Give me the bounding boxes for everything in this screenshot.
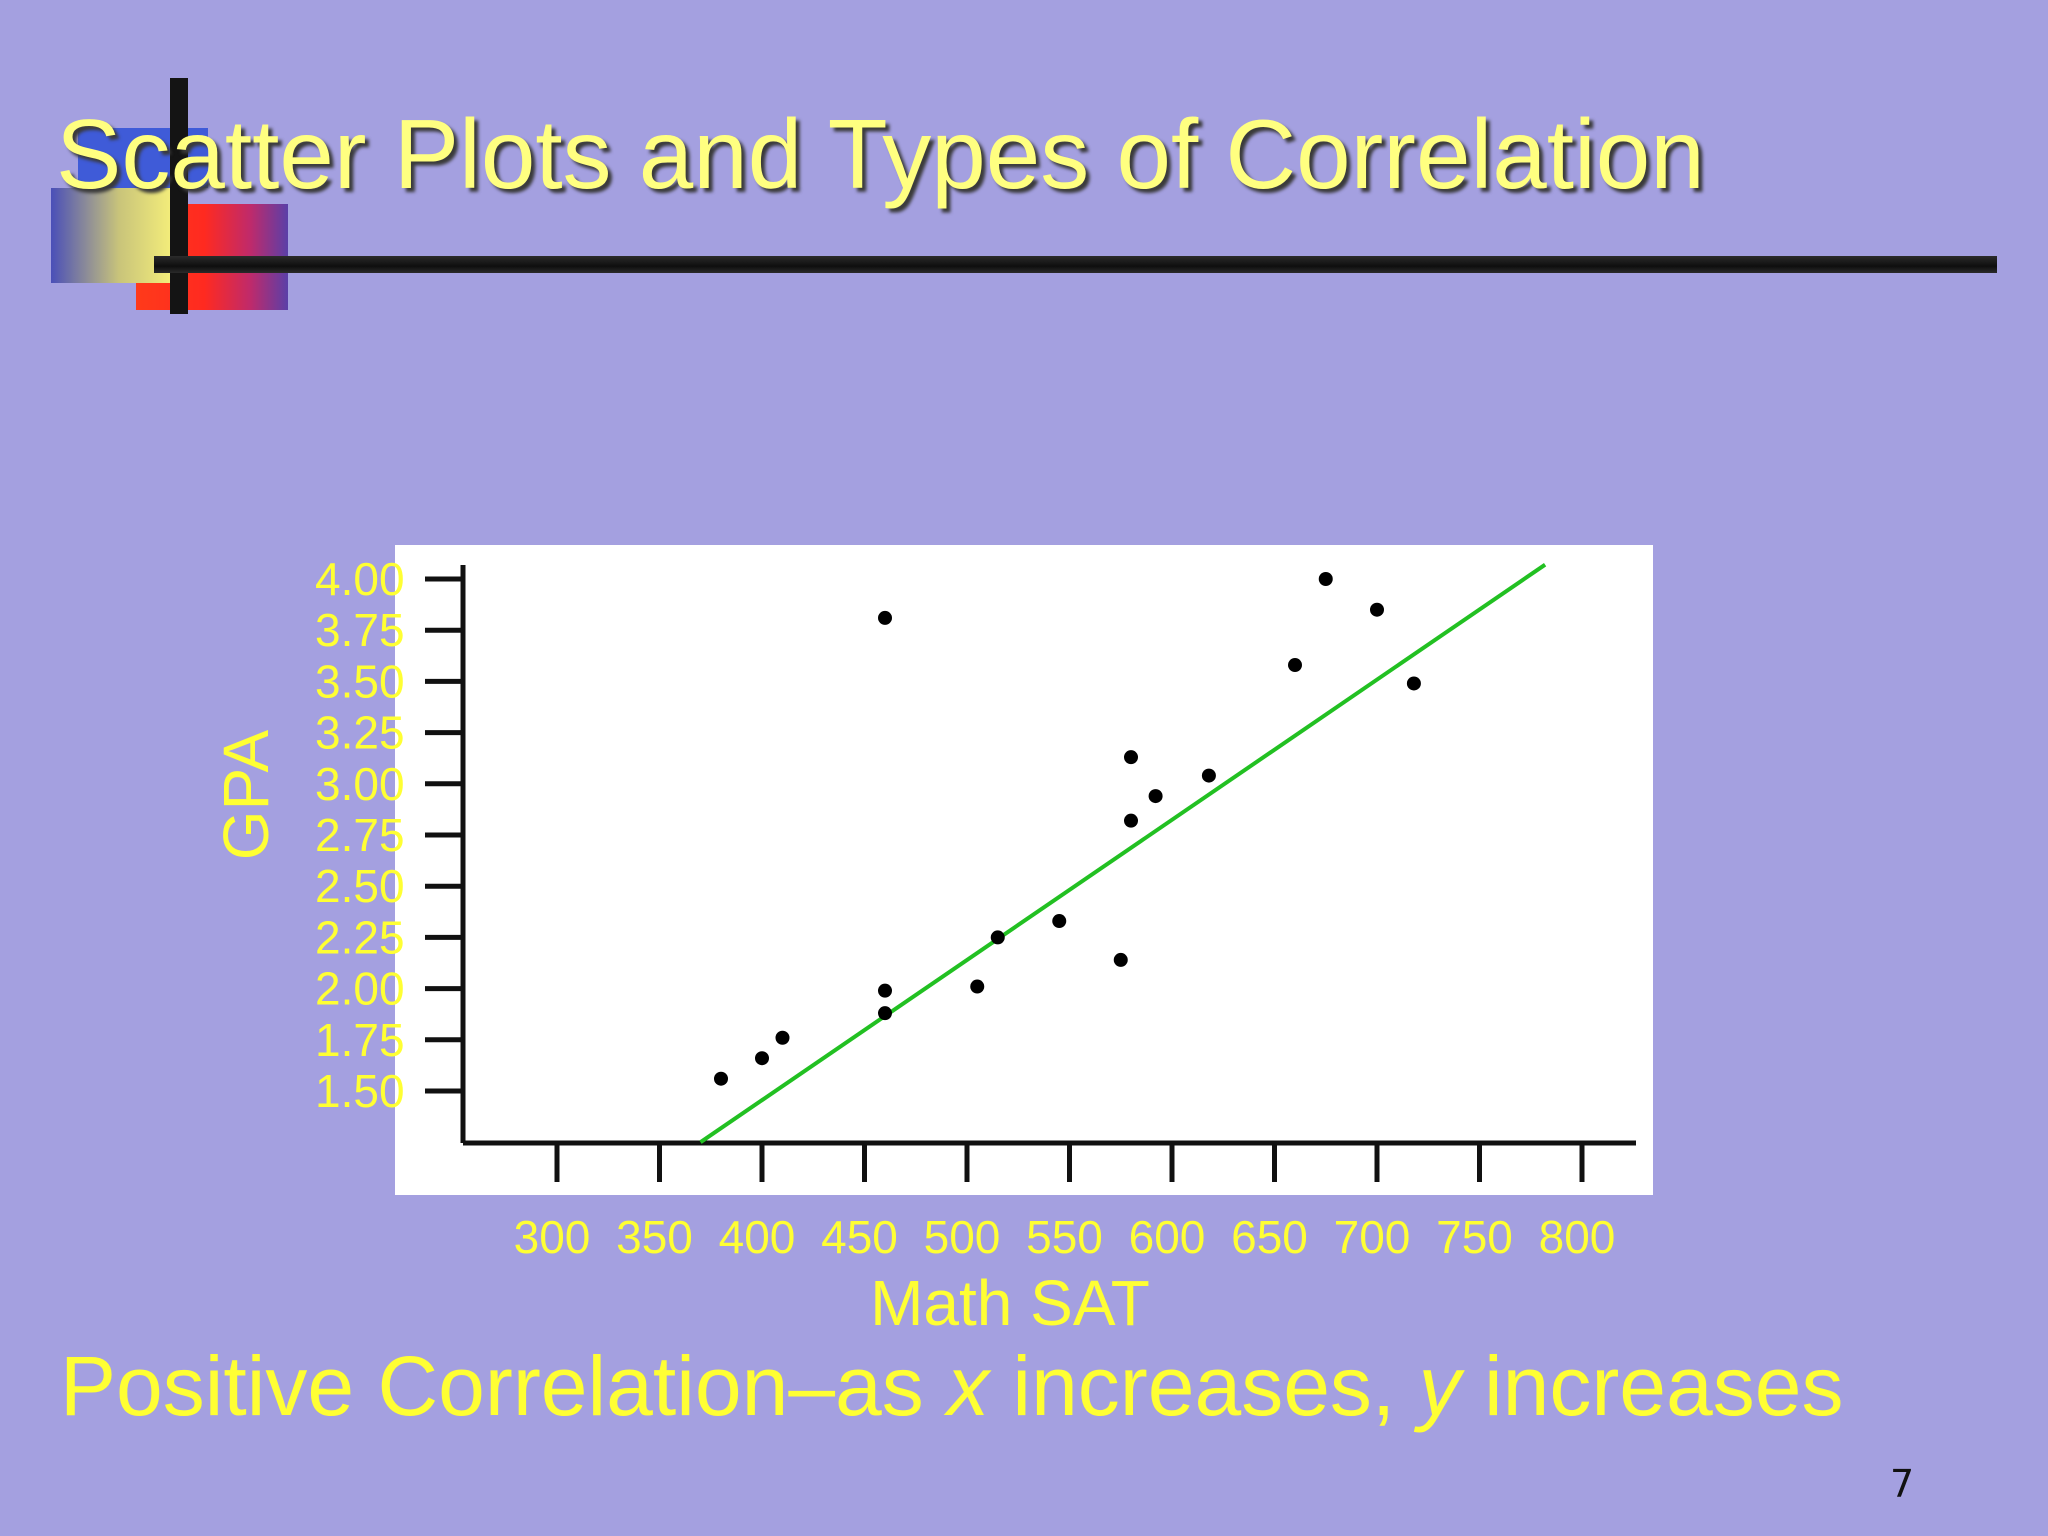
slide-caption: Positive Correlation–as x increases, y i… — [60, 1338, 1843, 1435]
data-point — [1052, 914, 1067, 929]
x-tick-label: 650 — [1231, 1211, 1308, 1263]
data-point — [1148, 789, 1163, 804]
x-tick-label: 450 — [821, 1211, 898, 1263]
x-axis-title: Math SAT — [870, 1267, 1150, 1339]
y-tick-label: 3.75 — [315, 604, 405, 656]
data-point — [878, 983, 892, 998]
data-point — [714, 1071, 728, 1086]
data-point — [1406, 676, 1421, 691]
data-point — [1201, 768, 1216, 783]
y-tick-label: 3.50 — [315, 655, 405, 707]
y-tick-label: 2.00 — [315, 963, 405, 1015]
plot-area — [395, 545, 1653, 1195]
x-tick-label: 300 — [514, 1211, 591, 1263]
x-tick-label: 500 — [924, 1211, 1001, 1263]
x-tick-label: 400 — [719, 1211, 796, 1263]
data-point — [755, 1051, 769, 1066]
y-tick-label: 1.50 — [315, 1065, 405, 1117]
data-point — [878, 1006, 892, 1021]
data-point — [990, 930, 1005, 945]
data-point — [1124, 750, 1138, 765]
data-point — [1124, 813, 1138, 828]
caption-suffix: increases — [1460, 1339, 1844, 1433]
data-point — [970, 979, 985, 994]
trend-line — [699, 563, 1547, 1144]
caption-middle: increases, — [989, 1339, 1419, 1433]
data-point — [1370, 602, 1384, 617]
y-tick-label: 2.25 — [315, 911, 405, 963]
title-underline-bar — [154, 256, 1997, 273]
data-point — [775, 1030, 790, 1045]
data-point — [878, 610, 892, 625]
y-axis-title: GPA — [210, 729, 282, 860]
slide-title: Scatter Plots and Types of Correlation — [56, 99, 1705, 209]
page-number: 7 — [1890, 1462, 1915, 1506]
x-tick-label: 600 — [1129, 1211, 1206, 1263]
y-tick-label: 4.00 — [315, 553, 405, 605]
y-tick-label: 3.00 — [315, 758, 405, 810]
x-tick-label: 550 — [1026, 1211, 1103, 1263]
caption-y-variable: y — [1418, 1339, 1461, 1433]
x-tick-label: 350 — [616, 1211, 693, 1263]
y-tick-label: 3.25 — [315, 707, 405, 759]
y-tick-label: 2.50 — [315, 860, 405, 912]
caption-x-variable: x — [947, 1339, 990, 1433]
data-point — [1113, 952, 1128, 967]
y-tick-label: 2.75 — [315, 809, 405, 861]
x-tick-label: 700 — [1334, 1211, 1411, 1263]
decorative-vertical-bar — [170, 78, 188, 314]
caption-prefix: Positive Correlation–as — [60, 1339, 948, 1433]
x-tick-label: 800 — [1539, 1211, 1616, 1263]
data-point — [1288, 658, 1302, 673]
data-point — [1318, 572, 1333, 586]
x-tick-label: 750 — [1436, 1211, 1513, 1263]
y-tick-label: 1.75 — [315, 1014, 405, 1066]
